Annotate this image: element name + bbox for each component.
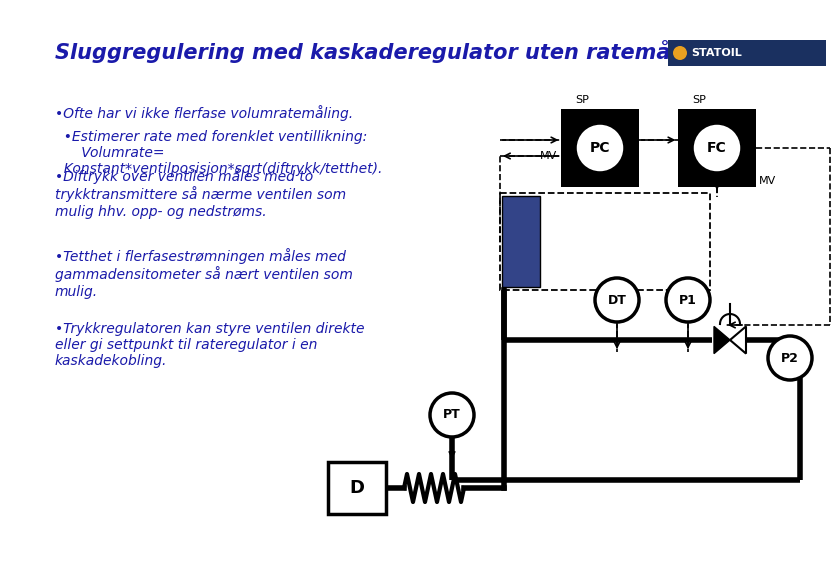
Text: PT: PT: [444, 408, 461, 422]
Text: MV: MV: [539, 151, 557, 161]
Text: PC: PC: [590, 141, 610, 155]
Text: SP: SP: [692, 95, 706, 105]
Bar: [679, 109, 756, 187]
Text: P1: P1: [679, 294, 697, 307]
Circle shape: [666, 278, 710, 322]
Text: P2: P2: [781, 352, 799, 364]
Bar: [668, 40, 826, 66]
Text: D: D: [349, 479, 365, 497]
Circle shape: [595, 278, 639, 322]
Text: •Diftrykk over ventilen måles med to
trykktransmittere så nærme ventilen som
mul: •Diftrykk over ventilen måles med to try…: [55, 168, 346, 219]
Circle shape: [575, 123, 625, 173]
Bar: [500, 193, 710, 290]
Text: STATOIL: STATOIL: [691, 48, 742, 58]
Circle shape: [692, 123, 742, 173]
Text: Sluggregulering med kaskaderegulator uten ratemåling: Sluggregulering med kaskaderegulator ute…: [55, 40, 715, 64]
Text: DT: DT: [607, 294, 627, 307]
Circle shape: [768, 336, 812, 380]
Bar: [502, 196, 540, 287]
Text: MV: MV: [759, 176, 776, 186]
Text: SP: SP: [575, 95, 589, 105]
Text: •Estimerer rate med forenklet ventillikning:
      Volumrate=
  Konstant*ventilp: •Estimerer rate med forenklet ventillikn…: [55, 130, 382, 177]
Text: •Trykkregulatoren kan styre ventilen direkte
eller gi settpunkt til rateregulato: •Trykkregulatoren kan styre ventilen dir…: [55, 322, 365, 369]
Circle shape: [673, 46, 687, 60]
Circle shape: [430, 393, 474, 437]
Polygon shape: [730, 326, 746, 353]
Text: FC: FC: [707, 141, 727, 155]
Text: •Tetthet i flerfasestrømningen måles med
gammadensitometer så nært ventilen som
: •Tetthet i flerfasestrømningen måles med…: [55, 248, 353, 299]
Bar: [328, 462, 386, 514]
Polygon shape: [714, 326, 730, 353]
Text: •Ofte har vi ikke flerfase volumratemåling.: •Ofte har vi ikke flerfase volumratemåli…: [55, 105, 353, 121]
Bar: [561, 109, 638, 187]
